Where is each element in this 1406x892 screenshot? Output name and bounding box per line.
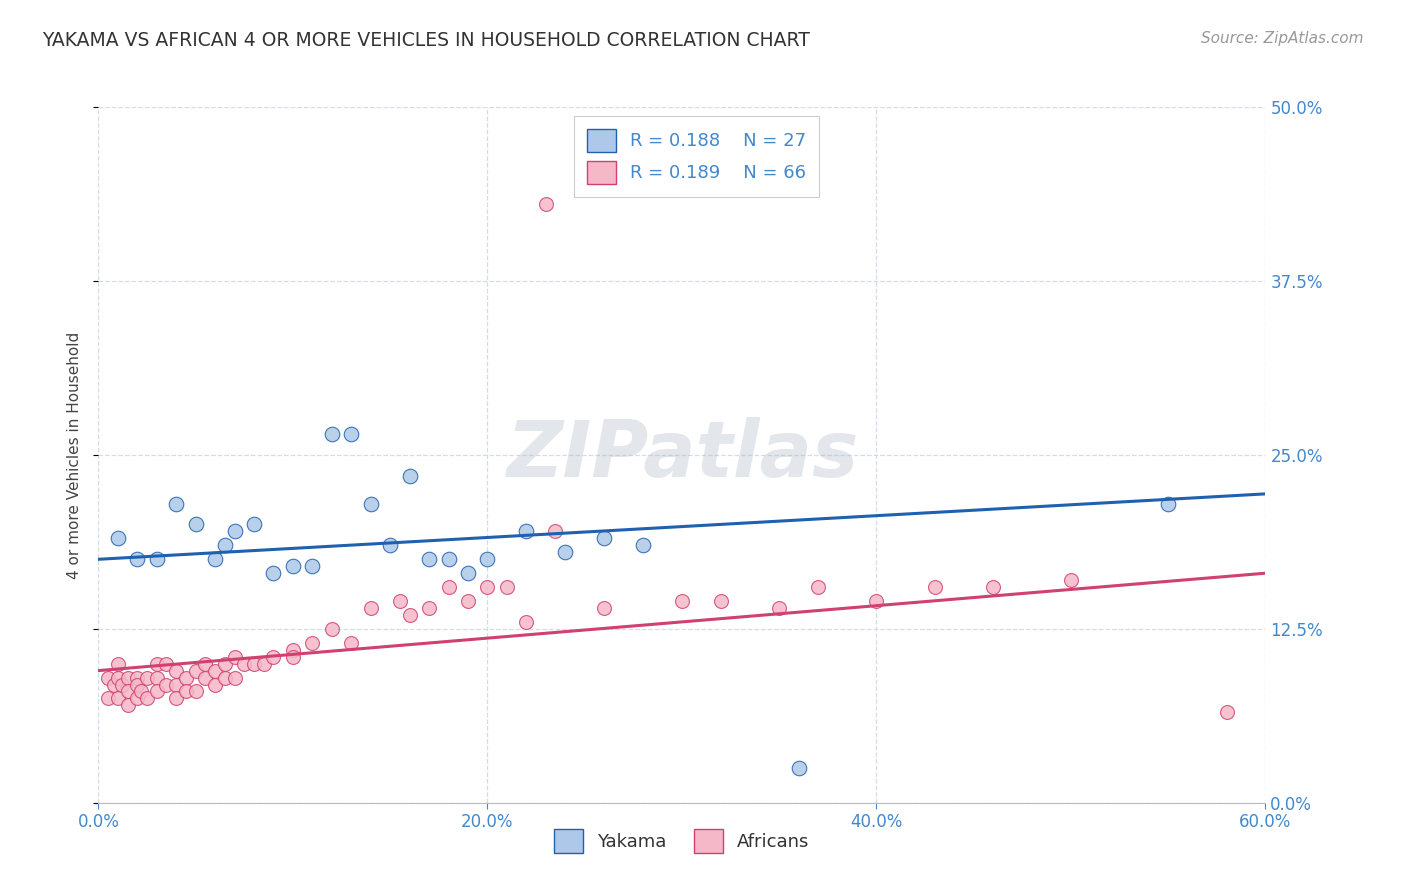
Point [593, 532, 616, 546]
Point [224, 524, 246, 539]
Point [146, 552, 169, 566]
Point [380, 538, 402, 552]
Point [281, 649, 304, 664]
Point [224, 671, 246, 685]
Point [165, 497, 187, 511]
Point [544, 524, 567, 539]
Point [214, 671, 236, 685]
Point [671, 594, 693, 608]
Point [127, 552, 149, 566]
Point [807, 580, 830, 594]
Point [214, 657, 236, 671]
Point [136, 691, 159, 706]
Point [107, 657, 129, 671]
Point [787, 761, 810, 775]
Point [194, 671, 217, 685]
Point [233, 657, 256, 671]
Point [398, 468, 420, 483]
Point [107, 671, 129, 685]
Point [321, 427, 343, 442]
Point [184, 684, 207, 698]
Point [515, 524, 537, 539]
Point [262, 566, 284, 581]
Point [129, 684, 152, 698]
Point [301, 636, 323, 650]
Point [107, 691, 129, 706]
Point [155, 657, 177, 671]
Point [243, 517, 266, 532]
Point [127, 677, 149, 691]
Point [127, 671, 149, 685]
Point [924, 580, 946, 594]
Point [477, 580, 499, 594]
Point [981, 580, 1004, 594]
Point [437, 580, 460, 594]
Point [457, 594, 479, 608]
Point [117, 684, 139, 698]
Point [204, 552, 226, 566]
Point [340, 427, 363, 442]
Point [1157, 497, 1180, 511]
Point [281, 642, 304, 657]
Point [214, 538, 236, 552]
Point [184, 517, 207, 532]
Point [360, 601, 382, 615]
Point [224, 649, 246, 664]
Point [184, 664, 207, 678]
Point [97, 691, 120, 706]
Point [262, 649, 284, 664]
Point [253, 657, 276, 671]
Point [301, 559, 323, 574]
Point [117, 698, 139, 713]
Point [103, 677, 125, 691]
Point [418, 601, 440, 615]
Point [865, 594, 887, 608]
Point [194, 657, 217, 671]
Point [418, 552, 440, 566]
Point [710, 594, 733, 608]
Point [165, 691, 187, 706]
Point [117, 671, 139, 685]
Point [398, 607, 420, 622]
Point [1215, 706, 1237, 720]
Point [204, 664, 226, 678]
Y-axis label: 4 or more Vehicles in Household: 4 or more Vehicles in Household [67, 331, 83, 579]
Point [534, 197, 557, 211]
Point [593, 601, 616, 615]
Point [768, 601, 790, 615]
Point [477, 552, 499, 566]
Point [496, 580, 519, 594]
Point [204, 677, 226, 691]
Text: ZIPatlas: ZIPatlas [506, 417, 858, 493]
Point [281, 559, 304, 574]
Point [136, 671, 159, 685]
Point [554, 545, 576, 559]
Point [174, 671, 197, 685]
Point [174, 684, 197, 698]
Text: Source: ZipAtlas.com: Source: ZipAtlas.com [1201, 31, 1364, 46]
Point [146, 671, 169, 685]
Point [111, 677, 134, 691]
Legend: Yakama, Africans: Yakama, Africans [547, 822, 817, 860]
Point [146, 684, 169, 698]
Point [165, 664, 187, 678]
Point [360, 497, 382, 511]
Point [457, 566, 479, 581]
Point [321, 622, 343, 636]
Point [97, 671, 120, 685]
Point [340, 636, 363, 650]
Point [631, 538, 654, 552]
Point [437, 552, 460, 566]
Point [127, 691, 149, 706]
Point [107, 532, 129, 546]
Point [515, 615, 537, 629]
Point [388, 594, 411, 608]
Point [155, 677, 177, 691]
Point [1060, 573, 1083, 587]
Point [146, 657, 169, 671]
Point [165, 677, 187, 691]
Text: YAKAMA VS AFRICAN 4 OR MORE VEHICLES IN HOUSEHOLD CORRELATION CHART: YAKAMA VS AFRICAN 4 OR MORE VEHICLES IN … [42, 31, 810, 50]
Point [243, 657, 266, 671]
